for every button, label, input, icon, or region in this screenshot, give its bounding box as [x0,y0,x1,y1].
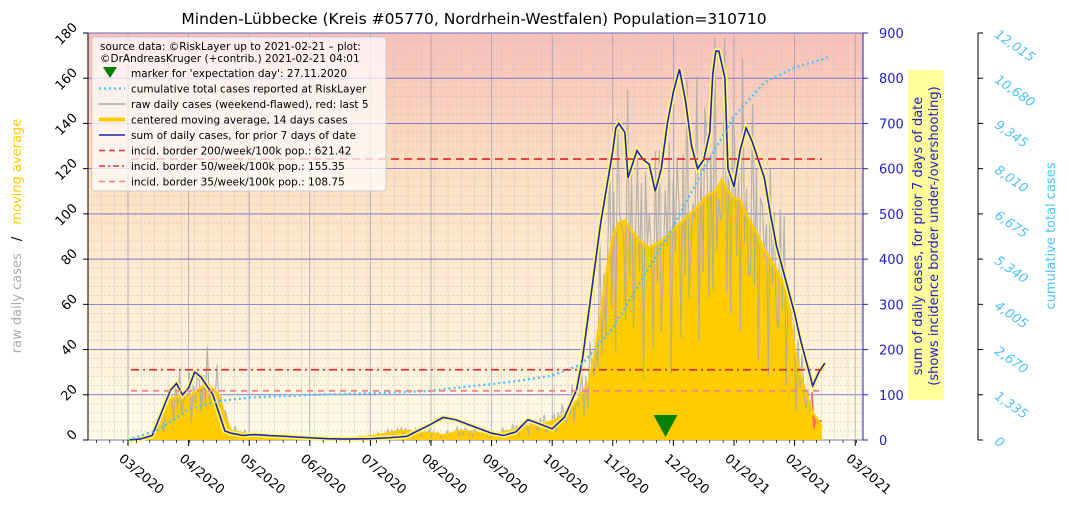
y-right-tick-label: 800 [879,72,904,87]
x-tick-label: 08/2020 [418,452,469,498]
y-right-tick-label: 900 [879,27,904,42]
x-tick-label: 07/2020 [358,452,409,498]
y-left-tick-label: 140 [53,111,81,139]
y-label-raw: raw daily cases [10,253,25,353]
y-cumulative-tick-label: 5,340 [991,253,1030,287]
y-axis-label-cumulative: cumulative total cases [1044,162,1059,309]
chart-title: Minden-Lübbecke (Kreis #05770, Nordrhein… [181,10,766,28]
y-right-tick-label: 200 [879,344,904,359]
legend-label: raw daily cases (weekend-flawed), red: l… [131,99,369,111]
y-right-tick-label: 0 [879,434,887,449]
y-left-tick-label: 160 [53,65,81,93]
y-axis-label-left: raw daily cases / moving average [10,119,25,353]
legend-label: incid. border 200/week/100k pop.: 621.42 [131,146,351,158]
y-right-tick-label: 700 [879,117,904,132]
legend-label: incid. border 35/week/100k pop.: 108.75 [131,177,345,189]
legend-label: incid. border 50/week/100k pop.: 155.35 [131,161,345,173]
x-tick-label: 10/2020 [540,452,591,498]
y-left-tick-label: 60 [59,292,81,314]
x-tick-label: 03/2021 [843,452,894,498]
legend: source data: ©RiskLayer up to 2021-02-21… [91,36,387,192]
y-left-tick-label: 100 [53,201,81,229]
legend-label: marker for 'expectation day': 27.11.2020 [131,68,347,80]
y-left-tick-label: 80 [59,246,81,268]
x-tick-label: 01/2021 [721,452,772,498]
x-tick-label: 12/2020 [661,452,712,498]
y-cumulative-tick-label: 1,335 [991,389,1030,423]
moving-average-area [128,179,822,440]
y-axis-label-right-line2: (shows incidence border under-/overshoot… [927,86,942,386]
x-tick-label: 06/2020 [297,452,348,498]
y-axis-label-right-box [908,70,944,400]
y-left-tick-label: 0 [64,427,80,443]
x-tick-label: 04/2020 [176,452,227,498]
legend-swatch-marker [103,67,117,78]
x-tick-label: 09/2020 [479,452,530,498]
cumulative-line [127,56,829,442]
y-right-tick-label: 400 [879,253,904,268]
moving-average-line [127,177,823,442]
y-right-tick-label: 600 [879,163,904,178]
legend-source-line2: ©DrAndreasKruger (+contrib.) 2021-02-21 … [100,53,360,65]
data-layer [127,37,829,443]
y-left-tick-label: 40 [59,337,81,359]
y-cumulative-tick-label: 12,015 [991,27,1037,65]
y-right-tick-label: 100 [879,389,904,404]
y-cumulative-tick-label: 0 [991,434,1006,451]
y-left-tick-label: 180 [53,20,81,48]
x-tick-label: 05/2020 [237,452,288,498]
legend-label: sum of daily cases, for prior 7 days of … [131,130,356,142]
y-cumulative-tick-label: 4,005 [991,299,1030,333]
expectation-day-marker [653,415,678,437]
y-right-tick-label: 300 [879,298,904,313]
legend-source-line1: source data: ©RiskLayer up to 2021-02-21… [100,41,361,53]
y-cumulative-tick-label: 10,680 [991,72,1037,110]
x-tick-label: 03/2020 [115,452,166,498]
x-tick-label: 02/2021 [782,452,833,498]
y-right-tick-label: 500 [879,208,904,223]
legend-label: centered moving average, 14 days cases [131,115,348,127]
y-cumulative-tick-label: 2,670 [991,344,1030,378]
y-left-tick-label: 20 [59,382,81,404]
y-cumulative-tick-label: 6,675 [991,208,1030,242]
legend-items: marker for 'expectation day': 27.11.2020… [99,67,369,189]
legend-box [91,36,387,192]
y-left-tick-label: 120 [53,156,81,184]
y-label-slash: / [10,236,25,241]
sum7-line [127,50,826,441]
y-axis-label-right: sum of daily cases, for prior 7 days of … [911,97,926,376]
x-tick-label: 11/2020 [600,452,651,498]
y-cumulative-tick-label: 9,345 [991,118,1030,152]
y-label-moving-average: moving average [10,119,25,225]
y-cumulative-tick-label: 8,010 [991,163,1030,197]
legend-label: cumulative total cases reported at RiskL… [131,84,367,96]
